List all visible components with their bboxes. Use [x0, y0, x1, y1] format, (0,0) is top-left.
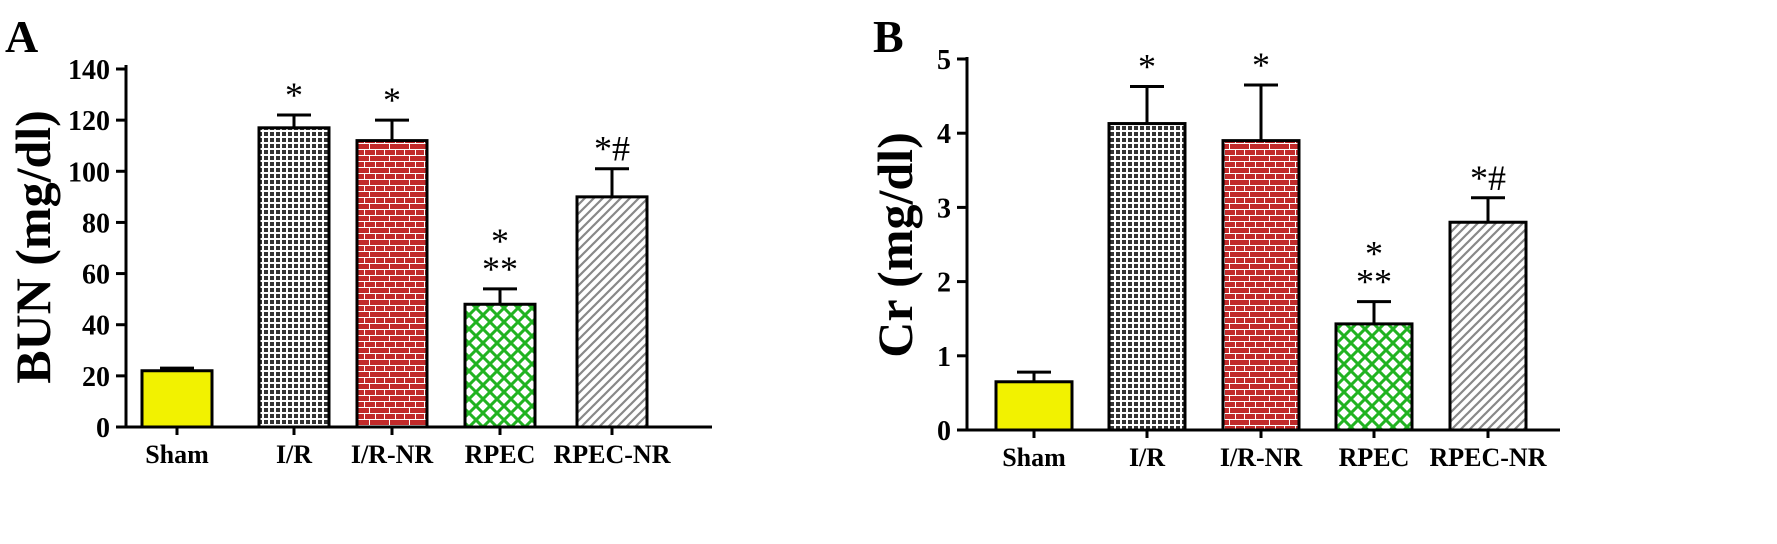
panel-a-bar-i-r	[257, 126, 331, 429]
panel-a-significance-label: *	[285, 75, 303, 115]
panel-a-y-axis-label: BUN (mg/dl)	[5, 110, 61, 384]
panel-b-bar-rpec-nr	[1448, 220, 1528, 432]
panel-a-y-tick-label: 60	[82, 260, 110, 291]
panel-a-y-tick-label: 100	[68, 157, 110, 188]
panel-b-y-tick-label: 4	[937, 119, 951, 150]
panel-a-category-label: RPEC	[465, 440, 536, 469]
panel-b-y-axis-label: Cr (mg/dl)	[867, 132, 923, 357]
panel-b-category-label: Sham	[1002, 443, 1066, 472]
panel-a-y-tick-label: 120	[68, 106, 110, 137]
panel-a-bar-sham	[140, 369, 214, 429]
panel-b-significance-label: **	[1356, 262, 1392, 302]
panel-a-category-label: RPEC-NR	[554, 440, 671, 469]
panel-a-bun: A BUN (mg/dl) 0 20 40 60 80 100 120 140 Sham I/R *…	[5, 11, 712, 469]
panel-b-significance-label: *	[1365, 234, 1383, 274]
panel-b-category-label: I/R-NR	[1220, 443, 1303, 472]
panel-b-bar-sham	[994, 380, 1074, 432]
panel-a-bar-rpec	[463, 302, 537, 429]
panel-b-bar-i-r	[1107, 122, 1187, 432]
panel-b-y-tick-label: 2	[937, 268, 951, 299]
panel-b-bar-i-r-nr	[1221, 139, 1301, 432]
panel-a-significance-label: *#	[594, 129, 630, 169]
panel-b-category-label: RPEC-NR	[1430, 443, 1547, 472]
panel-a-category-label: I/R-NR	[351, 440, 434, 469]
panel-a-significance-label: *	[383, 80, 401, 120]
panel-b-significance-label: *	[1252, 45, 1270, 85]
panel-a-category-label: I/R	[276, 440, 312, 469]
panel-a-bar-rpec-nr	[575, 195, 649, 429]
panel-a-y-tick-label: 140	[68, 55, 110, 86]
panel-b-significance-label: *#	[1470, 158, 1506, 198]
panel-a-letter: A	[5, 11, 38, 62]
panel-a-y-tick-label: 0	[96, 413, 110, 444]
panel-b-letter: B	[873, 11, 904, 62]
panel-b-y-tick-label: 3	[937, 193, 951, 224]
panel-b-bar-rpec	[1334, 322, 1414, 432]
panel-a-y-tick-label: 40	[82, 311, 110, 342]
panel-b-category-label: I/R	[1129, 443, 1165, 472]
panel-a-y-tick-label: 20	[82, 362, 110, 393]
panel-b-significance-label: *	[1138, 46, 1156, 86]
panel-b-y-tick-label: 1	[937, 342, 951, 373]
panel-a-category-label: Sham	[145, 440, 209, 469]
panel-b-y-tick-label: 0	[937, 416, 951, 447]
panel-b-category-label: RPEC	[1339, 443, 1410, 472]
panel-b-y-tick-label: 5	[937, 45, 951, 76]
panel-a-bar-i-r-nr	[355, 139, 429, 429]
panel-a-significance-label: **	[482, 249, 518, 289]
panel-a-significance-label: *	[491, 221, 509, 261]
panel-a-y-tick-label: 80	[82, 208, 110, 239]
